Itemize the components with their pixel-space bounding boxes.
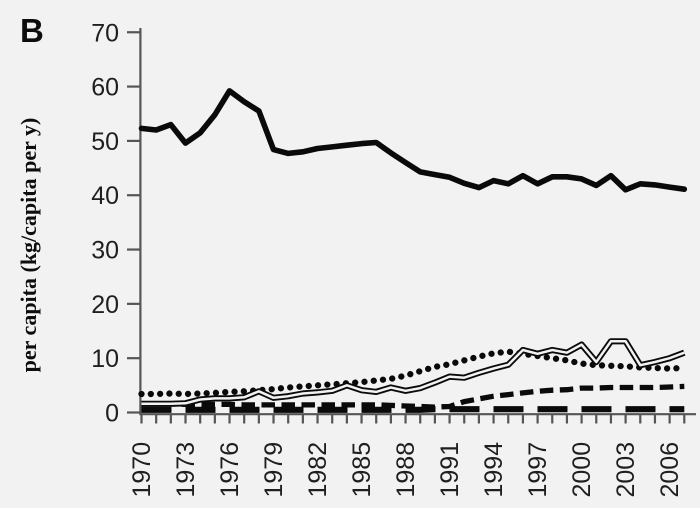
series-double-line-inner-core xyxy=(141,340,685,406)
y-tick-label: 40 xyxy=(91,182,119,210)
x-tick-label: 1979 xyxy=(260,442,288,498)
series-long-dash-path xyxy=(141,406,685,413)
y-tick-label: 70 xyxy=(91,19,119,47)
panel-label: B xyxy=(20,12,44,49)
x-tick-label: 2006 xyxy=(656,442,684,498)
x-tick-label: 1988 xyxy=(392,442,420,498)
x-tick-label: 2003 xyxy=(612,442,640,498)
x-tick-label: 1997 xyxy=(524,442,552,498)
x-tick-label: 1994 xyxy=(480,442,508,498)
series-short-dash-path xyxy=(141,383,685,410)
y-tick-label: 10 xyxy=(91,345,119,373)
axes: 0 10 20 30 40 50 60 70 1970 1973 1976 1979 1982 1985 1… xyxy=(91,19,696,498)
y-tick-label: 30 xyxy=(91,237,119,265)
y-tick-label: 50 xyxy=(91,128,119,156)
series-lines xyxy=(138,88,688,413)
series-dotted-path xyxy=(138,348,688,398)
y-tick-label: 60 xyxy=(91,74,119,102)
x-tick-label: 1970 xyxy=(128,442,156,498)
series-thick-solid-path xyxy=(138,88,688,193)
x-tick-label: 2000 xyxy=(568,442,596,498)
x-tick-label: 1982 xyxy=(304,442,332,498)
y-tick-label: 0 xyxy=(105,400,119,428)
y-tick-label: 20 xyxy=(91,291,119,319)
x-tick-label: 1976 xyxy=(216,442,244,498)
y-axis-title: per capita (kg/capita per y) xyxy=(16,118,41,373)
x-tick-label: 1973 xyxy=(172,442,200,498)
x-tick-label: 1985 xyxy=(348,442,376,498)
x-tick-label: 1991 xyxy=(436,442,464,498)
